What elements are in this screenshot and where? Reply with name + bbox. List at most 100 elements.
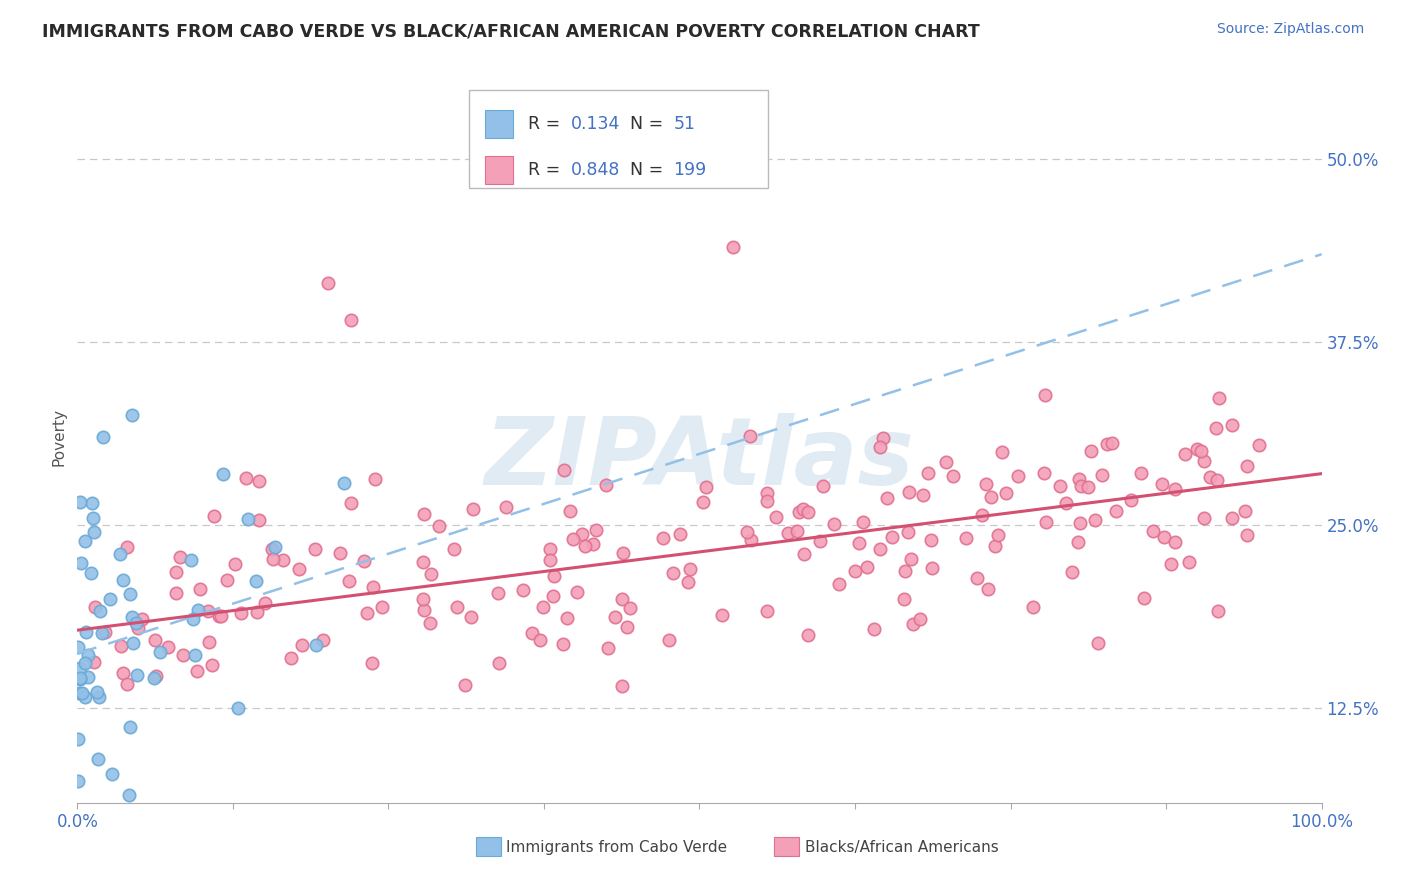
FancyBboxPatch shape [485, 156, 513, 184]
Point [69, 673, 91, 687]
Point [247, 474, 270, 488]
Point [263, 541, 285, 555]
Point [1080, 444, 1102, 458]
Point [188, 582, 211, 596]
Point [651, 531, 673, 545]
Point [553, 463, 575, 477]
Point [69, 671, 91, 685]
Point [1150, 476, 1173, 491]
Point [1206, 473, 1229, 487]
Point [304, 541, 326, 556]
Point [786, 524, 808, 538]
Point [844, 564, 866, 578]
Point [1142, 524, 1164, 539]
Point [894, 564, 917, 578]
Point [67, 686, 90, 700]
Point [83, 656, 105, 670]
Point [172, 648, 194, 663]
Point [917, 467, 939, 481]
Point [848, 536, 870, 550]
Point [419, 615, 441, 630]
Y-axis label: Poverty: Poverty [51, 408, 66, 467]
Point [695, 480, 717, 494]
Point [856, 559, 879, 574]
Point [460, 610, 482, 624]
Point [811, 478, 834, 492]
Point [565, 585, 588, 599]
Point [94, 624, 117, 639]
Point [413, 508, 436, 522]
Point [662, 566, 685, 580]
Point [413, 602, 436, 616]
Point [897, 484, 920, 499]
Point [538, 553, 561, 567]
Point [1189, 443, 1212, 458]
Point [91, 430, 114, 444]
Point [127, 668, 149, 682]
Point [921, 561, 943, 575]
Point [679, 562, 702, 576]
Point [1163, 483, 1185, 497]
Point [966, 571, 988, 585]
Point [1220, 418, 1243, 433]
Point [955, 532, 977, 546]
Point [1101, 435, 1123, 450]
FancyBboxPatch shape [470, 90, 768, 188]
Point [202, 509, 225, 524]
Point [329, 546, 352, 560]
Point [333, 476, 356, 491]
Point [619, 601, 641, 615]
Point [531, 599, 554, 614]
Point [1236, 459, 1258, 474]
Point [209, 609, 232, 624]
Point [610, 592, 633, 607]
Point [371, 599, 394, 614]
Point [66, 640, 89, 654]
Point [77, 648, 100, 663]
Point [903, 616, 925, 631]
Point [610, 680, 633, 694]
Text: 51: 51 [673, 115, 696, 133]
Point [1130, 466, 1153, 480]
Point [1035, 388, 1057, 402]
Point [776, 526, 799, 541]
Point [1198, 470, 1220, 484]
Point [280, 651, 302, 665]
Point [111, 666, 134, 681]
Point [735, 524, 758, 539]
Point [1054, 496, 1077, 510]
Point [180, 553, 202, 567]
Point [87, 690, 110, 705]
Point [1164, 534, 1187, 549]
Point [1153, 529, 1175, 543]
Point [869, 440, 891, 454]
Point [560, 504, 582, 518]
Point [920, 533, 942, 547]
Point [75, 690, 97, 704]
Point [541, 589, 564, 603]
Point [520, 625, 543, 640]
Point [668, 526, 690, 541]
Point [69, 556, 91, 570]
Point [1022, 600, 1045, 615]
Point [1060, 565, 1083, 579]
Point [70, 686, 93, 700]
Point [1067, 535, 1090, 549]
Point [562, 533, 585, 547]
Point [658, 633, 681, 648]
Point [291, 638, 314, 652]
Point [89, 603, 111, 617]
Point [115, 677, 138, 691]
Text: ZIPAtlas: ZIPAtlas [485, 413, 914, 505]
Point [110, 639, 132, 653]
Point [787, 506, 810, 520]
Point [910, 612, 932, 626]
Point [353, 554, 375, 568]
Point [80, 496, 103, 510]
Point [869, 542, 891, 557]
Point [66, 732, 89, 747]
Point [115, 540, 138, 554]
Point [612, 546, 634, 560]
Point [446, 599, 468, 614]
Point [1095, 437, 1118, 451]
